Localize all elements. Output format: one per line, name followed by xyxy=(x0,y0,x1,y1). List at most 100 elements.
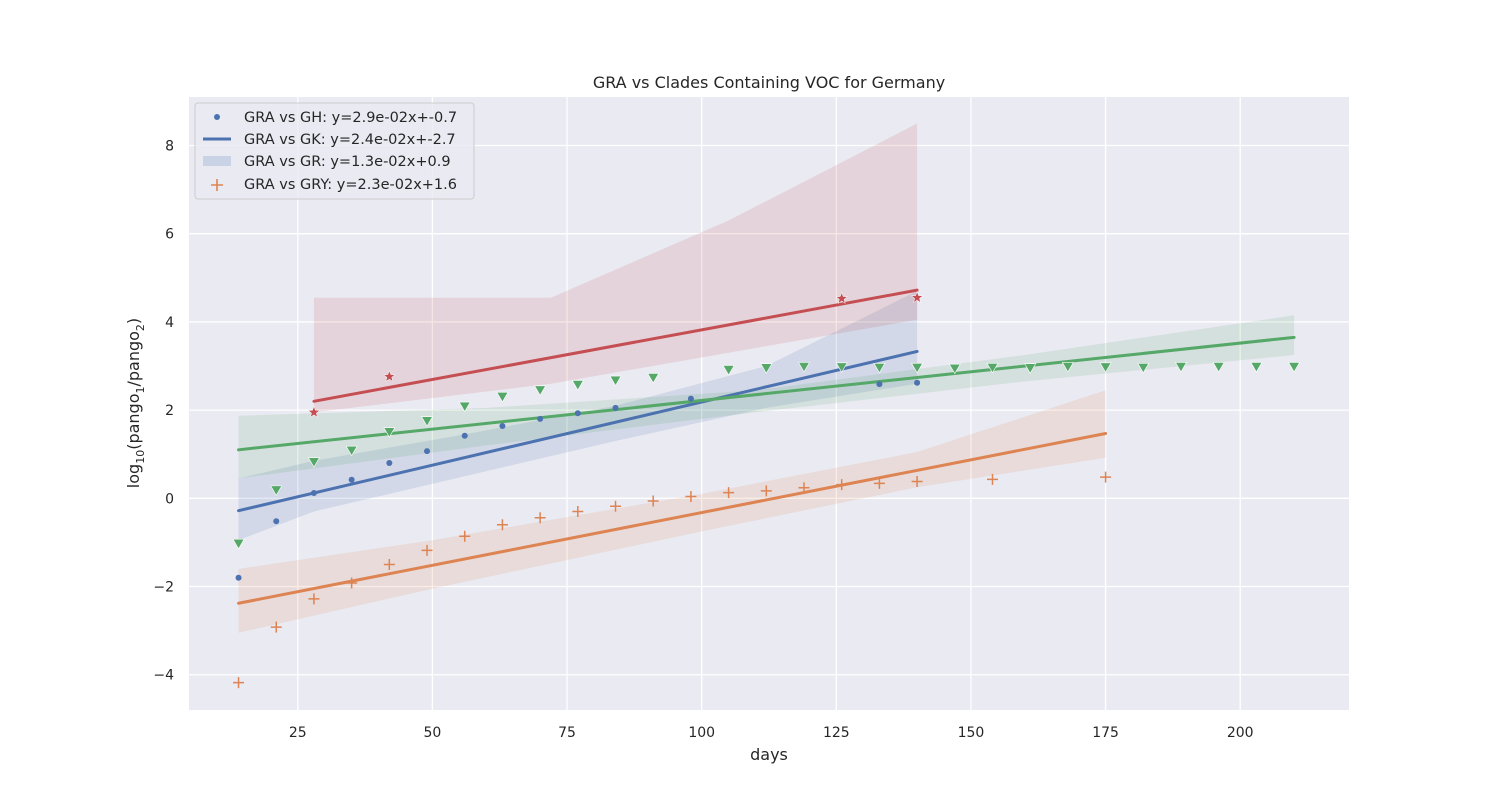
y-tick-label: 2 xyxy=(165,403,174,419)
data-point xyxy=(798,482,810,494)
data-point xyxy=(496,392,509,403)
data-point xyxy=(421,544,433,556)
fit-line xyxy=(237,335,1296,452)
data-point xyxy=(345,445,358,457)
x-tick-label: 200 xyxy=(1227,725,1254,741)
data-point xyxy=(572,506,584,518)
data-point xyxy=(383,558,395,570)
x-axis-label: days xyxy=(750,745,788,764)
data-point xyxy=(235,574,242,581)
confidence-band xyxy=(313,123,918,413)
y-axis-label: log10(pango1/pango2) xyxy=(124,318,147,488)
data-point xyxy=(386,460,393,467)
data-point xyxy=(1100,471,1112,483)
data-point xyxy=(233,677,245,689)
fit-lines xyxy=(237,288,1296,605)
data-point xyxy=(496,519,508,531)
data-point xyxy=(685,491,697,503)
fit-line xyxy=(312,288,919,403)
data-point xyxy=(534,385,547,396)
data-point xyxy=(876,381,883,388)
data-point xyxy=(723,487,735,499)
y-label-sub1: 1 xyxy=(134,387,147,394)
data-point xyxy=(1250,362,1263,373)
data-point xyxy=(348,476,355,483)
data-point xyxy=(310,490,317,497)
data-point xyxy=(346,577,358,589)
data-points xyxy=(232,290,1301,689)
data-point xyxy=(571,380,584,391)
y-tick-label: 4 xyxy=(165,315,174,331)
fit-line xyxy=(237,431,1108,605)
x-tick-label: 150 xyxy=(958,725,985,741)
data-point xyxy=(421,416,434,427)
y-label-mid: /pango xyxy=(124,331,143,386)
data-point xyxy=(1212,362,1225,373)
legend-label-gk: GRA vs GK: y=2.4e-02x+-2.7 xyxy=(244,132,456,148)
x-tick-label: 175 xyxy=(1092,725,1119,741)
confidence-band xyxy=(238,390,1106,633)
y-label-base-sub: 10 xyxy=(134,450,147,464)
y-tick-label: 0 xyxy=(165,491,174,507)
legend-frame xyxy=(194,102,475,200)
data-point xyxy=(910,290,924,304)
data-point xyxy=(760,363,773,374)
legend-label-gry: GRA vs GRY: y=2.3e-02x+1.6 xyxy=(244,177,457,193)
y-tick-label: −4 xyxy=(153,668,174,684)
data-point xyxy=(835,291,849,304)
y-tick-label: −2 xyxy=(153,580,174,596)
fit-line xyxy=(237,349,919,513)
y-label-open: (pango xyxy=(124,394,143,450)
data-point xyxy=(797,362,811,373)
data-point xyxy=(647,373,660,384)
legend-patch-marker xyxy=(203,156,231,166)
data-point xyxy=(986,473,998,485)
data-point xyxy=(914,379,921,386)
data-point xyxy=(873,362,886,374)
data-point xyxy=(1288,362,1301,373)
data-point xyxy=(722,365,735,376)
x-tick-label: 125 xyxy=(823,725,850,741)
data-point xyxy=(270,485,283,496)
data-point xyxy=(574,410,581,417)
data-point xyxy=(1174,362,1188,373)
data-point xyxy=(1099,362,1112,373)
data-point xyxy=(1061,362,1074,373)
data-point xyxy=(458,401,471,413)
legend-label-gh: GRA vs GH: y=2.9e-02x+-0.7 xyxy=(244,110,457,126)
chart-title: GRA vs Clades Containing VOC for Germany xyxy=(593,73,945,92)
legend-dot-marker xyxy=(214,114,220,120)
y-label-sub2: 2 xyxy=(134,324,147,331)
data-point xyxy=(534,512,546,524)
x-tick-label: 75 xyxy=(558,725,576,741)
data-point xyxy=(307,405,321,418)
data-point xyxy=(461,432,468,439)
data-point xyxy=(647,495,659,507)
data-point xyxy=(459,530,471,542)
legend-label-gr: GRA vs GR: y=1.3e-02x+0.9 xyxy=(244,154,451,170)
data-point xyxy=(986,362,999,374)
data-point xyxy=(383,427,396,438)
data-point xyxy=(499,422,506,429)
x-tick-label: 25 xyxy=(289,725,307,741)
data-point xyxy=(948,363,961,375)
x-tick-label: 50 xyxy=(424,725,442,741)
y-tick-labels: −4 −2 0 2 4 6 8 xyxy=(153,139,174,684)
y-label-close: ) xyxy=(124,318,143,324)
data-point xyxy=(873,477,885,489)
data-point xyxy=(911,362,924,374)
y-label-base: log xyxy=(124,464,143,488)
data-point xyxy=(1137,362,1150,374)
y-tick-label: 6 xyxy=(165,227,174,243)
data-point xyxy=(382,369,396,383)
data-point xyxy=(609,375,622,387)
x-tick-labels: 25 50 75 100 125 150 175 200 xyxy=(289,725,1254,741)
data-point xyxy=(610,500,622,512)
y-tick-label: 8 xyxy=(165,139,174,155)
data-point xyxy=(1024,363,1037,374)
data-point xyxy=(911,476,923,488)
data-point xyxy=(273,518,280,525)
x-tick-label: 100 xyxy=(688,725,715,741)
legend-plus-marker xyxy=(211,179,223,191)
data-point xyxy=(612,404,619,411)
